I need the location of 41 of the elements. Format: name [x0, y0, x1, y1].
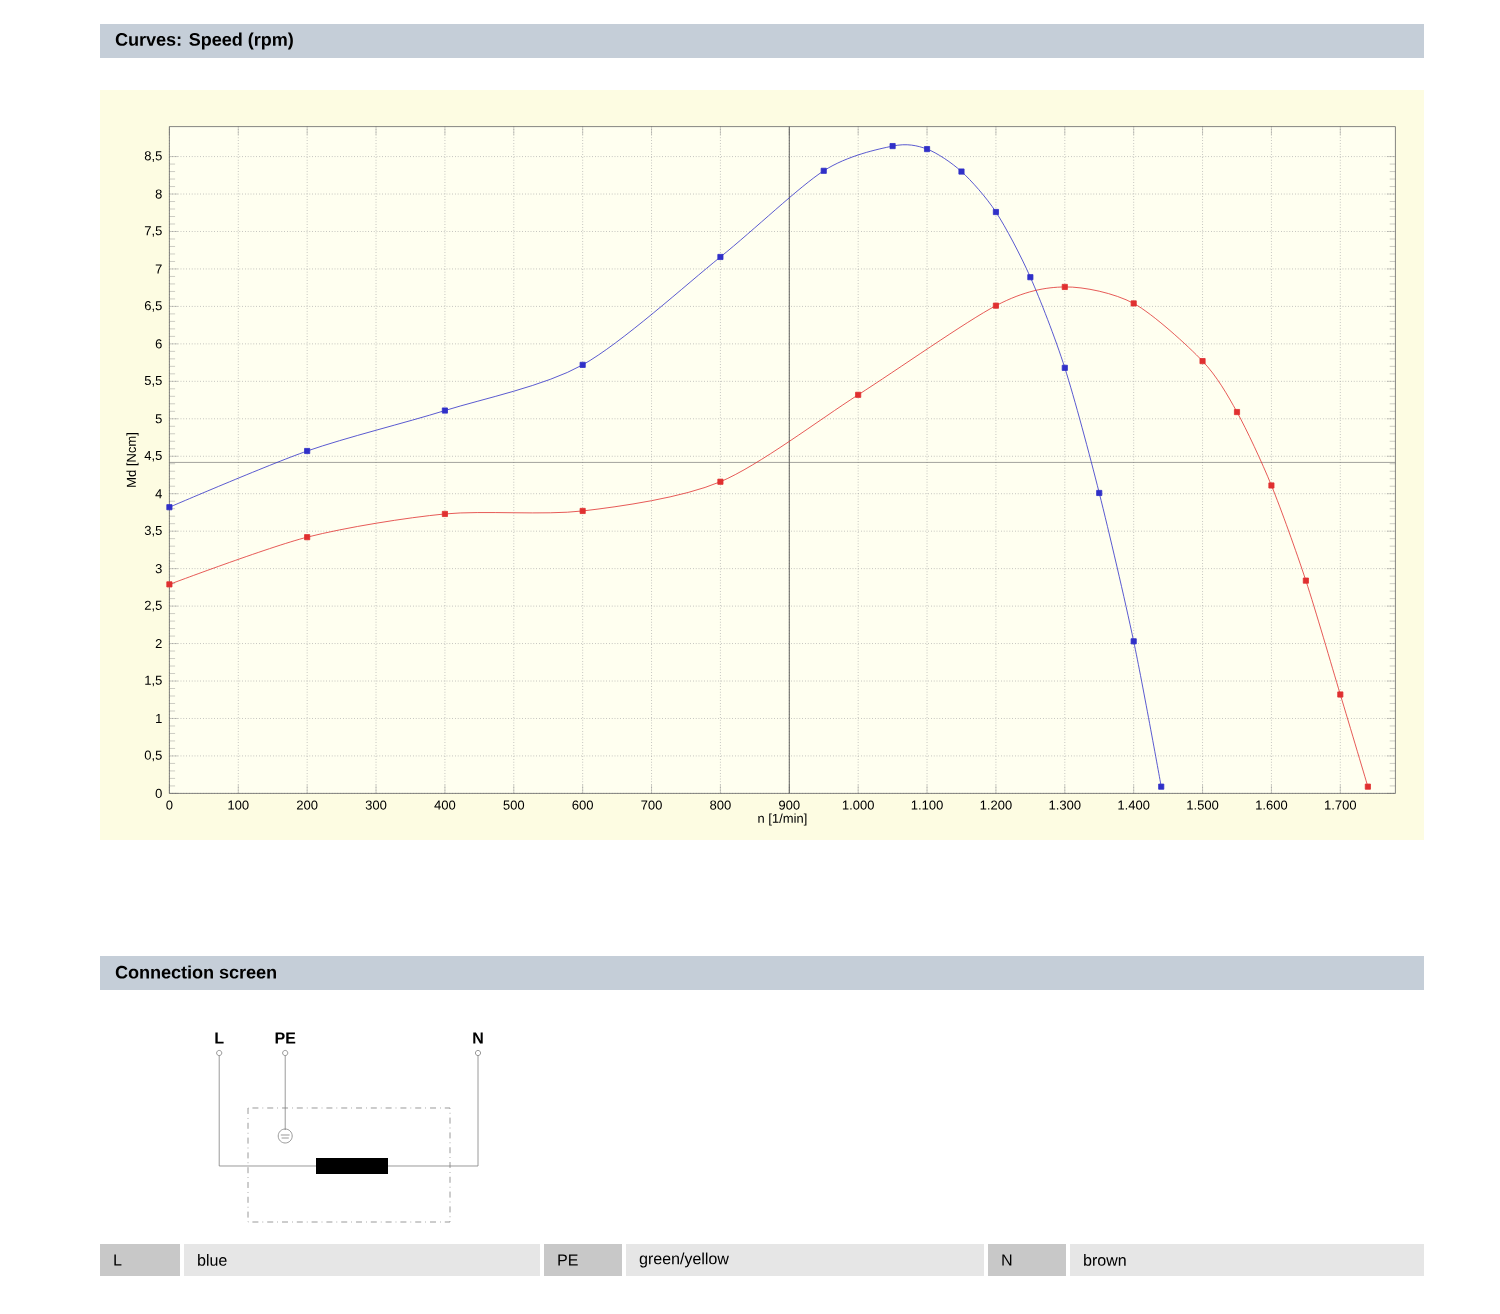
point	[1027, 274, 1034, 281]
point	[1364, 783, 1371, 790]
point	[166, 581, 173, 588]
point	[1234, 409, 1240, 416]
point	[924, 146, 931, 153]
point	[304, 534, 311, 541]
point	[441, 510, 448, 517]
point	[441, 407, 448, 414]
point	[717, 478, 724, 485]
point	[166, 504, 173, 511]
point	[889, 143, 896, 150]
point	[1096, 489, 1103, 496]
point	[1302, 577, 1309, 584]
text: Connection screen	[115, 965, 276, 979]
point	[1061, 364, 1068, 371]
text: L	[215, 1032, 224, 1044]
text: N	[1002, 1254, 1012, 1266]
point	[992, 209, 999, 216]
text: brown	[1084, 1254, 1126, 1266]
point	[579, 361, 586, 368]
point	[1268, 482, 1275, 489]
chart-title: Curves: Speed (rpm)	[115, 32, 293, 50]
text: L	[114, 1254, 122, 1266]
point	[1337, 691, 1344, 698]
point	[1158, 783, 1165, 790]
point	[820, 167, 827, 174]
text: N	[473, 1032, 483, 1044]
point	[958, 168, 965, 175]
point	[855, 391, 862, 398]
point	[1130, 300, 1137, 307]
point	[304, 448, 311, 455]
point	[992, 302, 999, 309]
text: blue	[198, 1254, 227, 1266]
point	[1061, 283, 1068, 290]
point	[579, 507, 586, 514]
point	[1130, 638, 1137, 645]
text: PE	[558, 1254, 578, 1266]
text: PE	[275, 1032, 296, 1044]
point	[1199, 358, 1206, 365]
text: green/yellow	[639, 1252, 729, 1268]
point	[717, 253, 724, 260]
